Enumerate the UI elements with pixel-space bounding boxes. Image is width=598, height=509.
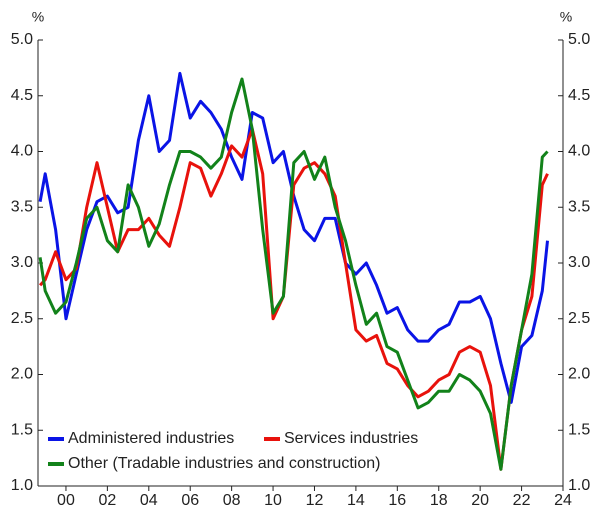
y2-tick-label: 4.0 [568, 143, 590, 160]
x-tick-label: 16 [388, 492, 406, 509]
y-axis-unit: % [32, 9, 44, 25]
y2-tick-label: 4.5 [568, 87, 590, 104]
series-line [38, 127, 549, 471]
y-tick-label: 2.0 [11, 366, 33, 383]
y2-tick-label: 2.5 [568, 310, 590, 327]
x-tick-label: 06 [181, 492, 199, 509]
x-tick-label: 08 [223, 492, 241, 509]
x-tick-label: 02 [98, 492, 116, 509]
y-tick-label: 4.5 [11, 87, 33, 104]
series-line [38, 71, 549, 404]
x-tick-label: 04 [140, 492, 158, 509]
x-tick-label: 10 [264, 492, 282, 509]
x-tick-label: 22 [513, 492, 531, 509]
x-tick-label: 18 [430, 492, 448, 509]
y2-tick-label: 2.0 [568, 366, 590, 383]
x-tick-label: 14 [347, 492, 365, 509]
y2-tick-label: 1.5 [568, 421, 590, 438]
legend-label: Other (Tradable industries and construct… [68, 455, 380, 472]
y-tick-label: 3.5 [11, 198, 33, 215]
x-tick-label: 12 [306, 492, 324, 509]
y-tick-label: 4.0 [11, 143, 33, 160]
y2-tick-label: 5.0 [568, 31, 590, 48]
x-tick-label: 20 [471, 492, 489, 509]
y2-tick-label: 1.0 [568, 477, 590, 494]
y-tick-label: 1.5 [11, 421, 33, 438]
y-tick-label: 2.5 [11, 310, 33, 327]
legend-label: Administered industries [68, 430, 234, 447]
y2-tick-label: 3.0 [568, 254, 590, 271]
x-tick-label: 00 [57, 492, 75, 509]
y2-tick-label: 3.5 [568, 198, 590, 215]
y2-axis-unit: % [560, 9, 572, 25]
y-tick-label: 1.0 [11, 477, 33, 494]
series-line [38, 77, 549, 471]
y-tick-label: 3.0 [11, 254, 33, 271]
y-tick-label: 5.0 [11, 31, 33, 48]
legend-label: Services industries [284, 430, 418, 447]
x-tick-label: 24 [554, 492, 572, 509]
